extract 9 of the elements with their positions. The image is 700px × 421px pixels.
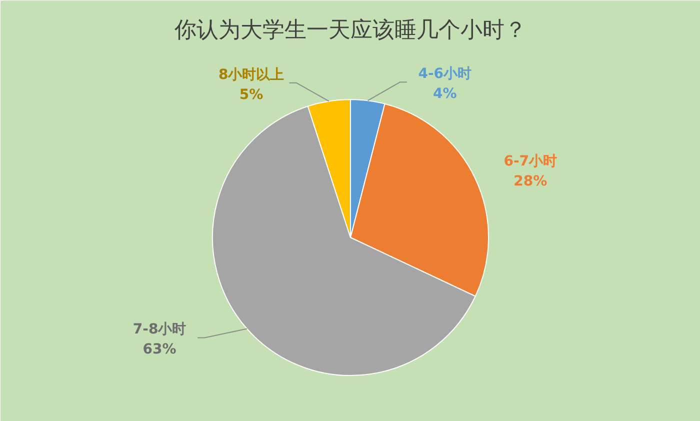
slice-label: 8小时以上 [218, 66, 284, 83]
data-label: 28% [514, 174, 548, 190]
data-label: 4% [432, 86, 457, 102]
data-label: 63% [142, 342, 176, 358]
data-label: 5% [239, 86, 264, 103]
chart-title: 你认为大学生一天应该睡几个小时？ [174, 18, 526, 43]
slice-label: 4-6小时 [418, 66, 472, 82]
slice-label: 7-8小时 [132, 322, 186, 338]
slice-label: 6-7小时 [504, 154, 557, 170]
